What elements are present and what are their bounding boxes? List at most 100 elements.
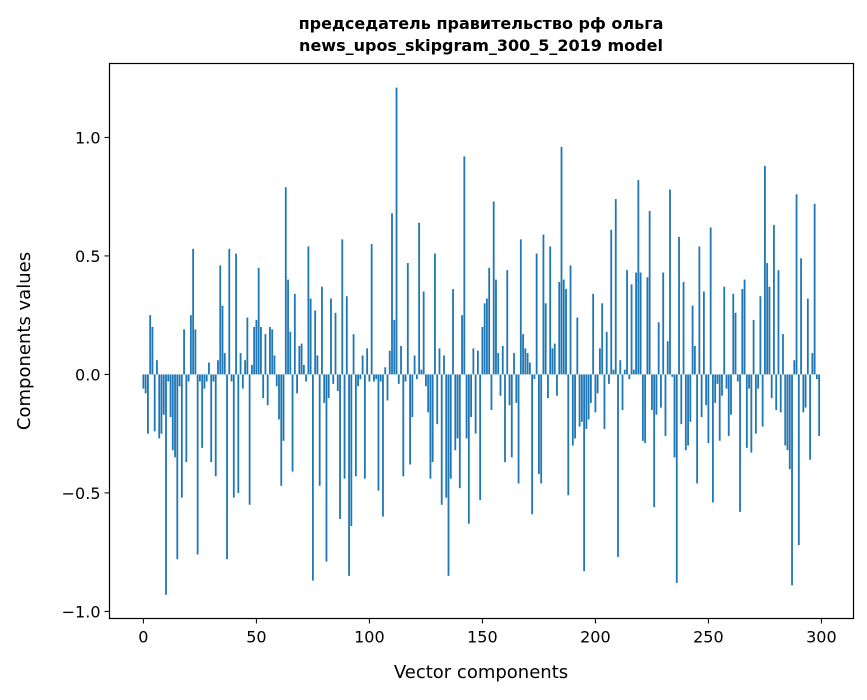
bar-6 (156, 360, 158, 375)
bar-23 (194, 329, 197, 375)
bar-236 (675, 374, 678, 583)
bar-126 (427, 374, 430, 413)
chart-title-line-1: председатель правительство рф ольга (299, 14, 664, 33)
bar-205 (605, 331, 608, 375)
bar-88 (341, 239, 344, 375)
bar-173 (533, 374, 536, 380)
bar-134 (445, 374, 448, 498)
bar-203 (601, 303, 604, 375)
bar-41 (235, 253, 237, 375)
bar-22 (192, 248, 195, 375)
bar-68 (296, 374, 298, 394)
bar-249 (705, 374, 708, 406)
x-tick-label: 250 (693, 628, 724, 647)
bar-177 (542, 234, 545, 375)
bar-207 (610, 229, 613, 375)
bar-1 (144, 374, 147, 394)
bar-170 (526, 353, 529, 375)
bar-94 (354, 374, 357, 477)
bar-127 (429, 374, 432, 479)
bar-260 (730, 374, 732, 415)
bar-172 (531, 374, 534, 515)
bar-234 (671, 374, 674, 377)
bar-124 (422, 291, 425, 375)
bar-83 (330, 298, 332, 375)
bar-51 (257, 267, 260, 375)
bar-63 (284, 187, 287, 375)
bar-150 (481, 327, 484, 375)
bar-92 (350, 374, 353, 527)
bar-244 (693, 345, 696, 375)
bar-123 (420, 369, 423, 375)
bar-44 (241, 374, 244, 389)
bar-79 (321, 286, 323, 375)
bar-144 (467, 374, 470, 524)
bar-91 (348, 374, 350, 576)
bar-128 (431, 374, 434, 463)
bar-113 (397, 374, 400, 384)
bar-96 (359, 374, 362, 380)
x-tick-label: 100 (354, 628, 385, 647)
bar-155 (492, 201, 495, 375)
bar-255 (718, 374, 721, 441)
bar-26 (201, 374, 204, 448)
bar-122 (418, 222, 421, 375)
bar-228 (657, 322, 660, 375)
bar-208 (612, 369, 615, 375)
bar-166 (517, 374, 520, 484)
bar-64 (287, 279, 289, 375)
bar-32 (214, 374, 217, 477)
bar-291 (800, 258, 802, 375)
bar-11 (167, 374, 170, 382)
x-tick-label: 200 (580, 628, 611, 647)
bar-30 (210, 374, 213, 463)
bar-42 (237, 374, 240, 493)
bar-294 (806, 298, 809, 375)
bar-179 (547, 374, 549, 399)
bar-270 (752, 319, 755, 375)
bar-31 (212, 374, 215, 382)
bar-49 (253, 327, 256, 375)
bar-178 (544, 303, 547, 375)
bar-145 (470, 374, 473, 418)
bar-209 (614, 199, 617, 375)
bar-54 (264, 334, 267, 375)
bar-72 (305, 374, 308, 382)
bar-9 (162, 374, 165, 415)
bar-252 (712, 374, 714, 503)
bar-58 (273, 355, 276, 375)
bar-268 (748, 374, 750, 389)
y-axis-label: Components values (14, 252, 35, 430)
bar-286 (788, 374, 791, 470)
bar-288 (793, 360, 796, 375)
bar-4 (151, 327, 154, 375)
bar-232 (666, 341, 669, 375)
bar-97 (361, 355, 364, 375)
x-axis: 0 50 100 150 200 250 300 (138, 618, 837, 647)
bar-151 (483, 303, 486, 375)
bar-115 (402, 374, 405, 477)
bar-201 (596, 374, 599, 394)
bar-191 (574, 374, 576, 439)
bar-62 (282, 374, 285, 441)
bar-285 (786, 374, 789, 451)
bar-76 (314, 310, 317, 375)
bar-180 (549, 246, 552, 375)
bar-98 (363, 374, 366, 479)
x-tick-label: 300 (806, 628, 837, 647)
y-tick-label: 0.0 (75, 365, 100, 384)
bar-282 (779, 374, 782, 413)
bar-194 (580, 374, 583, 422)
bar-86 (336, 374, 339, 392)
bar-82 (327, 374, 330, 399)
bar-135 (447, 374, 450, 576)
bar-120 (413, 355, 416, 375)
bar-193 (578, 374, 581, 427)
bar-139 (456, 374, 459, 439)
bar-160 (504, 374, 506, 463)
bar-211 (619, 360, 622, 375)
bar-188 (567, 374, 570, 496)
bar-149 (479, 374, 482, 501)
bar-48 (250, 364, 253, 375)
